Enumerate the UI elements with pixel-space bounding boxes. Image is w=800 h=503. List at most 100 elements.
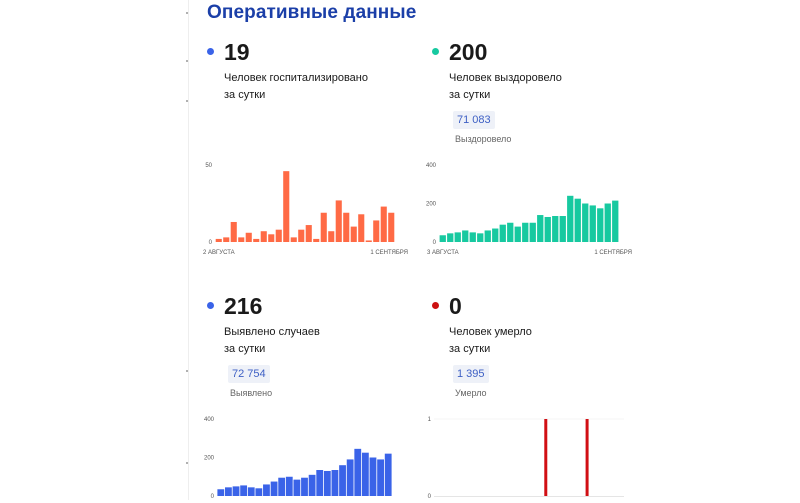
bar [293, 479, 301, 496]
edge-mark [186, 462, 188, 464]
bar [268, 234, 275, 242]
deaths-chart: 01 [428, 417, 624, 500]
y-tick-label: 200 [426, 202, 437, 208]
bar [477, 233, 484, 242]
y-tick-label: 400 [426, 163, 437, 169]
bar [215, 238, 222, 242]
bar [298, 229, 305, 242]
status-dot [207, 302, 214, 309]
recovered-total-label: Выздоровело [455, 134, 512, 144]
bar [320, 212, 327, 242]
bar [343, 212, 350, 242]
x-start-label: 2 АВГУСТА [203, 250, 235, 256]
bar [223, 237, 230, 242]
bar [270, 481, 278, 496]
status-dot [432, 48, 439, 55]
recovered-chart: 0 200 400 3 АВГУСТА 1 СЕНТЯБРЯ [426, 163, 632, 256]
bar [308, 474, 316, 496]
detected-label-line2: за сутки [224, 343, 266, 355]
y-tick-label: 0 [209, 240, 213, 246]
bar [612, 200, 619, 242]
bar [388, 212, 395, 242]
y-tick-label: 1 [428, 417, 432, 423]
bar [263, 484, 270, 496]
edge-mark [186, 60, 188, 62]
detected-total-label: Выявлено [230, 388, 273, 398]
bar [507, 222, 514, 242]
bar [240, 485, 248, 496]
bar [574, 198, 581, 242]
status-dot [432, 302, 439, 309]
bar [328, 231, 335, 242]
deaths-count: 0 [449, 293, 462, 319]
bar [354, 448, 362, 496]
bar [582, 203, 589, 242]
bar [439, 235, 446, 242]
bar [260, 231, 267, 242]
bar [316, 470, 324, 496]
bar [384, 453, 392, 496]
recovered-count: 200 [449, 39, 488, 65]
bar [537, 215, 544, 242]
deaths-total-label: Умерло [455, 388, 487, 398]
bar [544, 419, 548, 496]
bar [484, 230, 491, 242]
y-tick-label: 0 [428, 494, 432, 500]
bar [255, 488, 263, 496]
hospitalized-count: 19 [224, 39, 250, 65]
bar [447, 233, 454, 242]
bar [245, 232, 252, 242]
status-dot [207, 48, 214, 55]
y-tick-label: 0 [433, 240, 437, 246]
x-end-label: 1 СЕНТЯБРЯ [370, 250, 408, 256]
bar [217, 489, 225, 496]
bar [225, 487, 232, 496]
bar [323, 470, 331, 496]
bar [559, 216, 566, 242]
bar [365, 240, 372, 242]
bar [305, 225, 312, 242]
bar [522, 222, 529, 242]
deaths-total: 1 395 [453, 365, 489, 383]
detected-chart: 0 200 400 [204, 417, 392, 500]
bar [552, 216, 559, 242]
x-end-label: 1 СЕНТЯБРЯ [594, 250, 632, 256]
left-divider [188, 0, 189, 500]
detected-label: Выявлено случаев за сутки [224, 324, 404, 358]
bar [346, 459, 354, 496]
y-tick-label: 0 [211, 494, 215, 500]
bar [232, 486, 240, 496]
recovered-total: 71 083 [453, 111, 495, 129]
bar [230, 221, 237, 242]
y-tick-label: 50 [205, 163, 212, 169]
hospitalized-chart: 0 50 2 АВГУСТА 1 СЕНТЯБРЯ [203, 163, 408, 256]
bar [361, 452, 369, 496]
x-start-label: 3 АВГУСТА [427, 250, 459, 256]
bar [278, 477, 286, 496]
bar [589, 205, 596, 242]
bar [604, 203, 611, 242]
bar [285, 476, 293, 496]
y-tick-label: 200 [204, 456, 215, 462]
bar [585, 419, 589, 496]
bar [462, 230, 469, 242]
bar [331, 470, 339, 496]
y-tick-label: 400 [204, 417, 215, 423]
bar [275, 229, 282, 242]
edge-mark [186, 100, 188, 102]
page-title: Оперативные данные [207, 2, 417, 23]
bar [335, 200, 342, 242]
bar [373, 220, 380, 242]
bar [597, 208, 604, 242]
edge-mark [186, 370, 188, 372]
bar [247, 487, 255, 496]
recovered-label: Человек выздоровело за сутки [449, 70, 629, 104]
bar [369, 457, 377, 496]
detected-count: 216 [224, 293, 263, 319]
bar [514, 226, 521, 242]
hospitalized-label-line1: Человек госпитализировано [224, 72, 368, 84]
bar [358, 214, 365, 242]
bar [350, 226, 357, 242]
detected-total: 72 754 [228, 365, 270, 383]
deaths-label-line1: Человек умерло [449, 326, 532, 338]
